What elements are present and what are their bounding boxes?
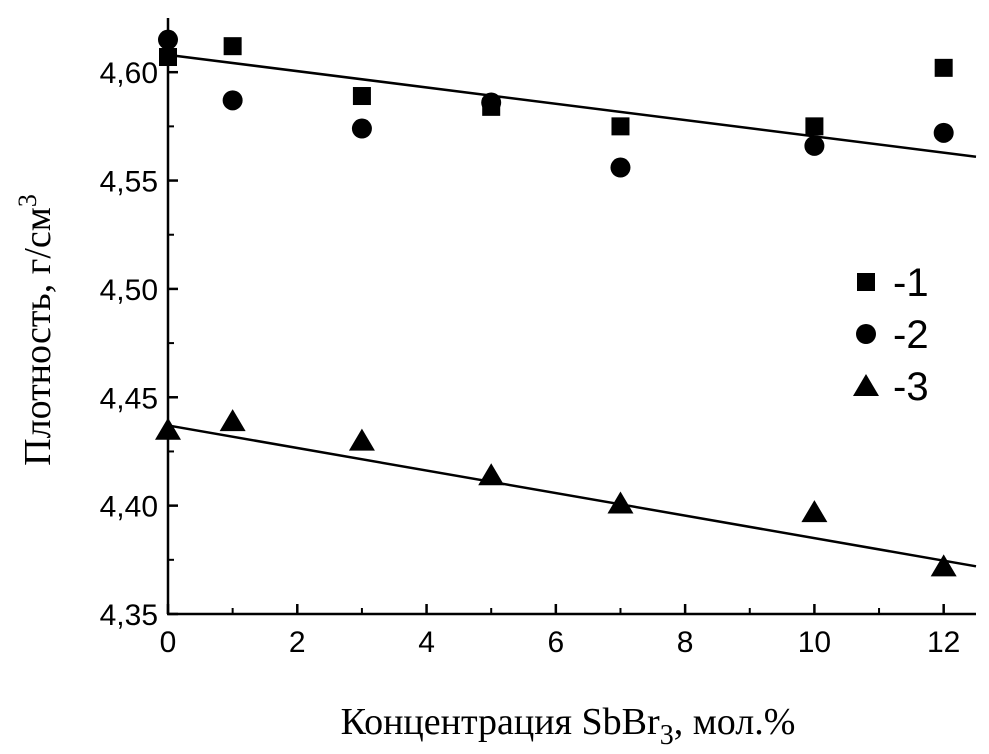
y-tick-label: 4,40: [100, 491, 158, 524]
x-tick-label: 4: [418, 626, 435, 659]
data-point-series-1: [159, 48, 177, 67]
x-tick-label: 6: [547, 626, 564, 659]
data-point-series-2: [481, 92, 502, 113]
data-point-series-2: [933, 122, 954, 143]
y-tick-label: 4,45: [100, 382, 158, 415]
legend-marker-1: [857, 273, 875, 291]
x-tick-label: 8: [677, 626, 694, 659]
axes: 4,35 4,40 4,45 4,50 4,55 4,60 0 2 4 6 8 10 12: [100, 18, 976, 659]
data-points: [155, 29, 957, 577]
x-tick-label: 10: [798, 626, 831, 659]
data-point-series-1: [611, 117, 630, 136]
fit-lines: [167, 53, 977, 568]
data-point-series-2: [610, 157, 631, 178]
data-point-series-3: [801, 500, 828, 523]
y-tick-label: 4,50: [100, 274, 158, 307]
data-point-series-2: [804, 135, 825, 156]
legend-label-3: -3: [893, 365, 929, 409]
x-tick-label: 12: [927, 626, 960, 659]
data-point-series-1: [805, 117, 824, 136]
legend-marker-2: [856, 324, 876, 344]
fit-line: [167, 424, 977, 568]
data-point-series-2: [158, 29, 178, 50]
y-tick-label: 4,55: [100, 166, 158, 199]
data-point-series-3: [219, 409, 246, 432]
data-point-series-1: [934, 58, 953, 77]
x-axis-title: Концентрация SbBr3, мол.%: [341, 701, 796, 751]
y-axis-title: Плотность, г/см3: [13, 194, 59, 466]
legend-label-2: -2: [893, 313, 929, 357]
data-point-series-2: [351, 118, 372, 139]
fit-line: [167, 53, 977, 158]
legend: -1 -2 -3: [853, 261, 929, 409]
data-point-series-3: [930, 554, 957, 577]
data-point-series-3: [607, 491, 634, 514]
legend-label-1: -1: [893, 261, 929, 305]
data-point-series-1: [223, 37, 242, 56]
x-tick-label: 0: [160, 626, 177, 659]
data-point-series-1: [352, 87, 371, 106]
y-tick-label: 4,35: [100, 599, 158, 632]
data-point-series-3: [478, 463, 505, 486]
data-point-series-3: [348, 428, 375, 451]
data-point-series-2: [222, 90, 243, 111]
x-tick-label: 2: [289, 626, 306, 659]
data-point-series-3: [155, 417, 181, 440]
y-tick-label: 4,60: [100, 57, 158, 90]
legend-marker-3: [853, 374, 879, 396]
axis-titles: Концентрация SbBr3, мол.% Плотность, г/см…: [13, 194, 795, 751]
